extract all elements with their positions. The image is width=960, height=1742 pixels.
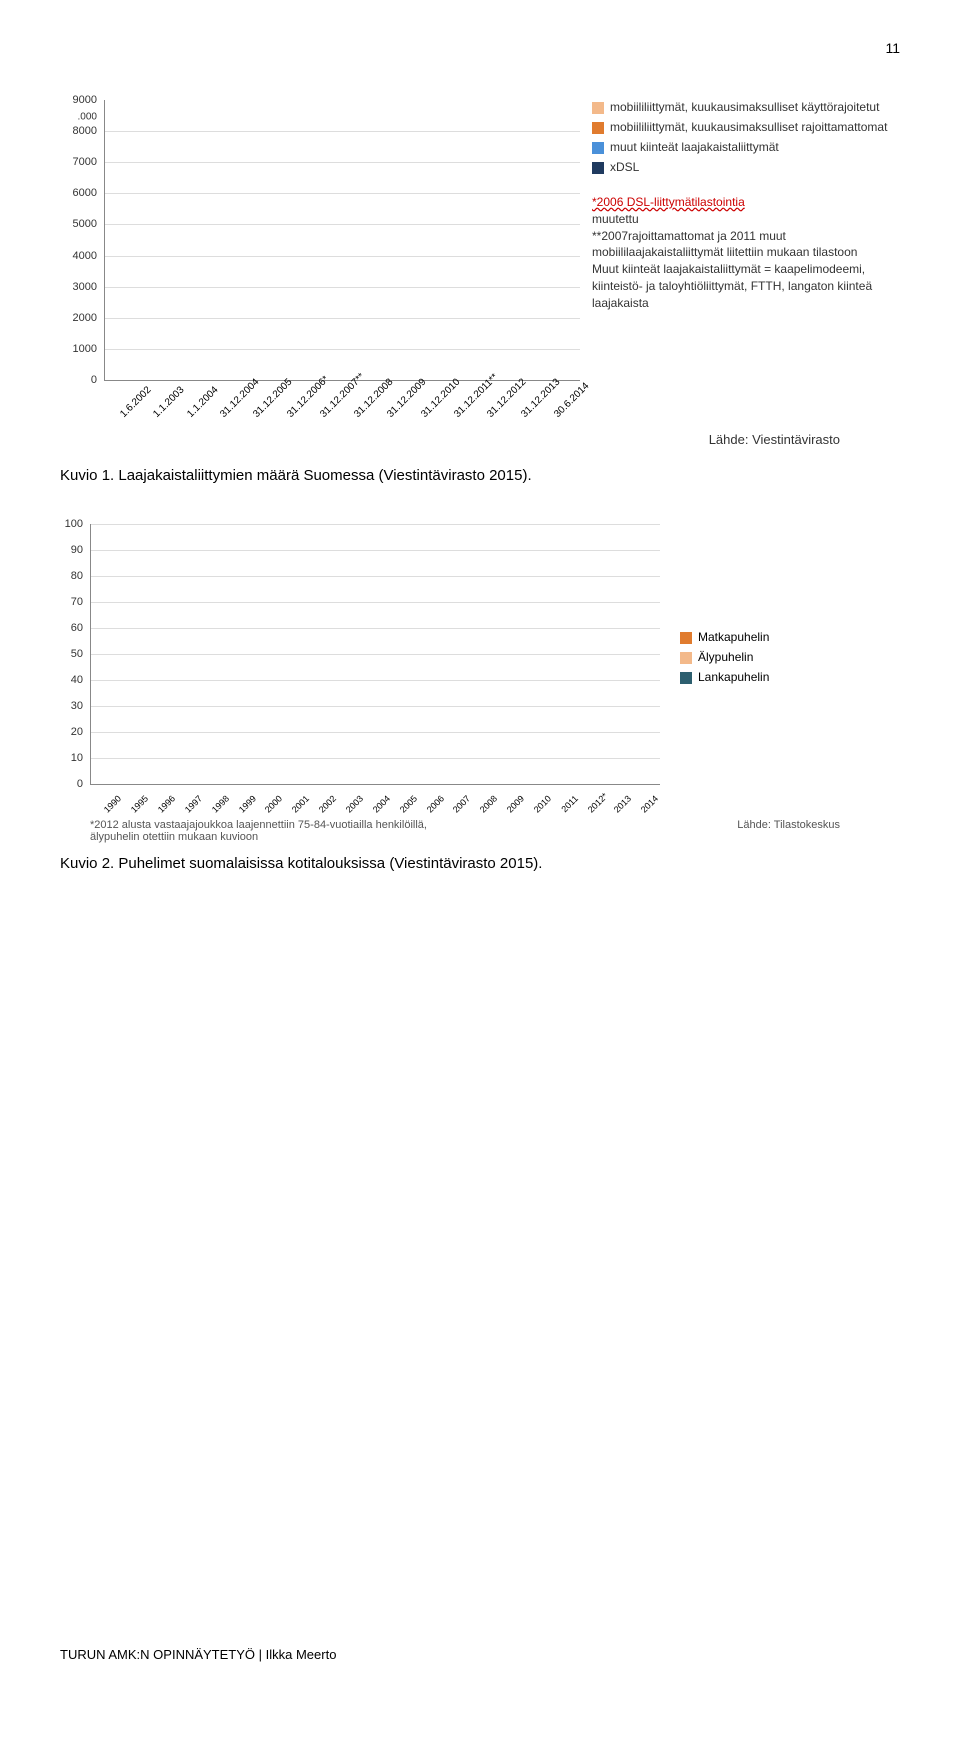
legend-swatch [592,142,604,154]
chart1-xtick: 31.12.2007** [318,394,344,420]
chart2-ytick: 60 [71,622,83,634]
chart2-ytick: 20 [71,726,83,738]
chart2-legend-item: Matkapuhelin [680,630,769,644]
chart1-ytick: 6000 [73,187,97,199]
chart2-xtick: 1996 [156,793,177,814]
chart1-xtick: 1.1.2004 [185,394,211,420]
chart1-xtick: 1.1.2003 [151,394,177,420]
chart2-xtick: 2004 [371,793,392,814]
chart2-footnote-left: *2012 alusta vastaajajoukkoa laajennetti… [90,819,470,843]
legend-swatch [592,102,604,114]
chart2-ytick: 90 [71,544,83,556]
chart2-xtick: 2011 [559,793,580,814]
chart1-ytick: 4000 [73,250,97,262]
legend-label: Älypuhelin [698,650,753,664]
chart2-xtick: 2009 [505,793,526,814]
chart1-xtick: 1.6.2002 [118,394,144,420]
chart1-legend-item: mobiililiittymät, kuukausimaksul­liset k… [592,100,900,114]
chart2-container: 0102030405060708090100 1990 1995 1996 1997 1… [60,524,900,843]
chart1-ytick: 5000 [73,218,97,230]
chart1-ytick: 9000 [73,94,97,106]
chart1-xtick: 31.12.2011** [452,394,478,420]
chart1-ysuffix: .000 [78,111,97,122]
chart1-xtick: 30.6.2014 [552,394,578,420]
chart2-xtick: 2014 [639,793,660,814]
chart1-container: 0100020003000400050006000700080009000.00… [60,100,900,447]
chart2-xtick: 2013 [612,793,633,814]
chart1-ytick: 8000 [73,125,97,137]
legend-label: Matkapuhelin [698,630,769,644]
chart2-xtick: 2010 [532,793,553,814]
chart1-ytick: 3000 [73,281,97,293]
legend-label: mobiililiittymät, kuukausimaksul­liset r… [610,120,887,134]
chart2-xtick: 2006 [424,793,445,814]
chart2-xtick: 2001 [290,793,311,814]
chart1-xtick: 31.12.2009 [385,394,411,420]
chart2-xtick: 1997 [183,793,204,814]
chart1-legend: mobiililiittymät, kuukausimaksul­liset k… [592,100,900,174]
chart2-ytick: 50 [71,648,83,660]
chart2-xtick: 1990 [102,793,123,814]
chart1-notes: *2006 DSL-liittymätilastointia muutettu*… [592,194,900,312]
chart2-ytick: 40 [71,674,83,686]
page-number: 11 [885,40,900,56]
chart1-ytick: 7000 [73,156,97,168]
chart2-ytick: 0 [77,778,83,790]
chart1-ytick: 0 [91,374,97,386]
legend-swatch [680,632,692,644]
chart1-xtick: 31.12.2013 [519,394,545,420]
legend-label: mobiililiittymät, kuukausimaksul­liset k… [610,100,879,114]
legend-label: xDSL [610,160,639,174]
chart1-xtick: 31.12.2004 [218,394,244,420]
chart2-ytick: 10 [71,752,83,764]
legend-swatch [680,672,692,684]
chart1-ytick: 1000 [73,343,97,355]
chart1-xtick: 31.12.2006* [285,394,311,420]
legend-label: muut kiinteät laajakaistaliittymät [610,140,779,154]
chart2-plot-area: 0102030405060708090100 [90,524,660,785]
legend-swatch [680,652,692,664]
footer: TURUN AMK:N OPINNÄYTETYÖ | Ilkka Meerto [60,1647,336,1662]
chart2-legend-item: Lankapuhelin [680,670,769,684]
chart2-xtick: 1999 [236,793,257,814]
chart2-ytick: 80 [71,570,83,582]
chart2-xtick: 2002 [317,793,338,814]
legend-swatch [592,162,604,174]
caption-2: Kuvio 2. Puhelimet suomalaisissa kotital… [60,855,900,872]
chart2-ytick: 100 [65,518,83,530]
chart1-ytick: 2000 [73,312,97,324]
chart2-ytick: 70 [71,596,83,608]
chart2-xtick: 2007 [451,793,472,814]
chart2-legend: Matkapuhelin Älypuhelin Lankapuhelin [660,524,769,795]
chart1-legend-item: mobiililiittymät, kuukausimaksul­liset r… [592,120,900,134]
chart2-xtick: 1998 [210,793,231,814]
chart1-legend-item: muut kiinteät laajakaistaliittymät [592,140,900,154]
chart2-ytick: 30 [71,700,83,712]
chart1-legend-item: xDSL [592,160,900,174]
chart2-xtick: 2000 [263,793,284,814]
chart2-legend-item: Älypuhelin [680,650,769,664]
legend-swatch [592,122,604,134]
chart2-xtick: 2005 [398,793,419,814]
caption-1: Kuvio 1. Laajakaistaliittymien määrä Suo… [60,467,900,484]
chart1-xtick: 31.12.2010 [419,394,445,420]
chart2-xtick: 2012* [585,793,606,814]
chart2-xtick: 2008 [478,793,499,814]
chart2-footnote-right: Lähde: Tilastokeskus [737,819,840,843]
chart1-plot-area: 0100020003000400050006000700080009000.00… [104,100,580,381]
chart1-xtick: 31.12.2008 [352,394,378,420]
chart2-xtick: 2003 [344,793,365,814]
chart2-xtick: 1995 [129,793,150,814]
chart1-source: Lähde: Viestintävirasto [60,432,840,447]
legend-label: Lankapuhelin [698,670,769,684]
chart1-xtick: 31.12.2005 [252,394,278,420]
chart1-xtick: 31.12.2012 [486,394,512,420]
